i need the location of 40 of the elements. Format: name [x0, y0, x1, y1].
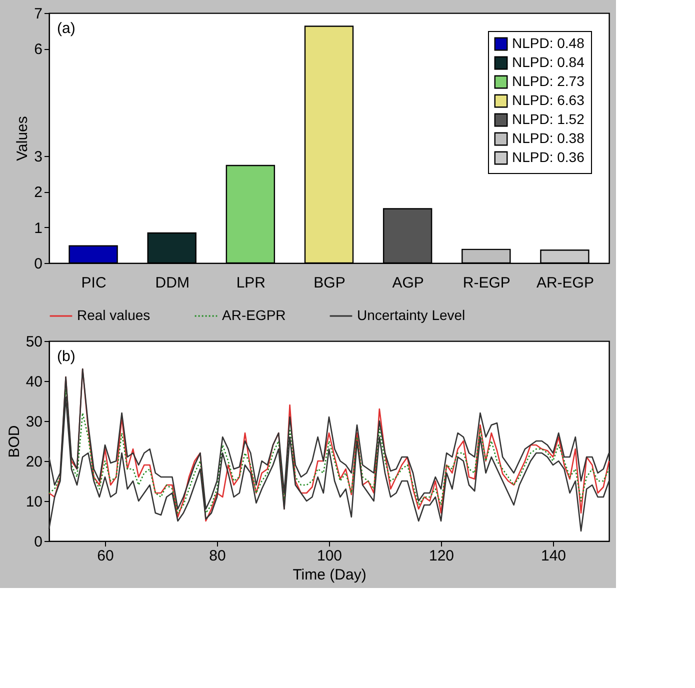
y-axis-title: BOD: [6, 425, 23, 458]
x-tick-label: 140: [540, 548, 566, 564]
x-tick-label: 80: [209, 548, 226, 564]
x-tick-label: PIC: [81, 274, 106, 292]
y-tick-label: 2: [34, 184, 42, 202]
x-tick-label: 60: [97, 548, 114, 564]
x-tick-label: R-EGP: [462, 274, 510, 292]
x-tick-label: DDM: [155, 274, 190, 292]
legend-label: AR-EGPR: [222, 307, 286, 323]
legend-label: NLPD: 0.36: [512, 149, 585, 165]
y-tick-label: 0: [34, 534, 42, 550]
x-tick-label: AGP: [392, 274, 424, 292]
y-tick-label: 10: [26, 494, 42, 510]
y-tick-label: 0: [34, 256, 42, 272]
x-tick-label: BGP: [314, 274, 346, 292]
legend-label: NLPD: 2.73: [512, 73, 585, 89]
legend-label: NLPD: 6.63: [512, 92, 585, 108]
y-tick-label: 3: [34, 148, 42, 166]
x-axis-title: Time (Day): [292, 566, 366, 584]
legend-label: NLPD: 0.48: [512, 35, 585, 51]
x-tick-label: 100: [316, 548, 342, 564]
line-series: [48, 388, 610, 514]
y-tick-label: 50: [26, 334, 42, 350]
legend-label: Real values: [77, 307, 150, 323]
y-axis-title: Values: [14, 116, 32, 161]
y-tick-label: 40: [26, 374, 42, 390]
legend-label: Uncertainty Level: [357, 307, 466, 323]
y-tick-label: 7: [34, 6, 42, 22]
x-tick-label: LPR: [236, 274, 266, 292]
legend-label: NLPD: 0.38: [512, 130, 585, 146]
x-tick-label: 120: [428, 548, 454, 564]
y-tick-label: 6: [34, 41, 42, 58]
annotation: (b): [57, 348, 76, 365]
legend-label: NLPD: 1.52: [512, 111, 585, 127]
x-tick-label: AR-EGP: [536, 274, 594, 292]
y-tick-label: 30: [26, 414, 42, 430]
y-tick-label: 20: [26, 454, 42, 470]
y-tick-label: 1: [34, 220, 42, 237]
legend-label: NLPD: 0.84: [512, 54, 585, 70]
annotation: (a): [57, 20, 76, 37]
